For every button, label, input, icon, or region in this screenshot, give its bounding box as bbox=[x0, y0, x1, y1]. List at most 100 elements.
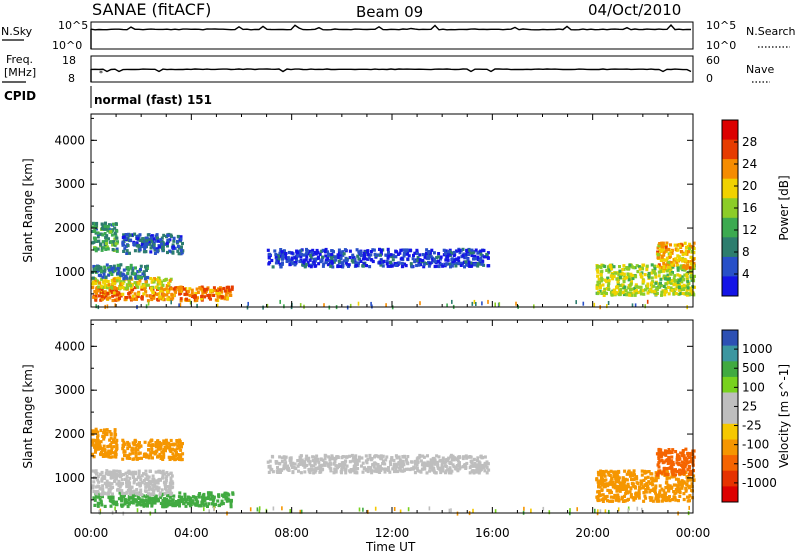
data-cell bbox=[96, 447, 100, 451]
data-cell bbox=[186, 495, 190, 499]
data-cell bbox=[307, 467, 311, 472]
data-cell bbox=[323, 463, 327, 467]
x-tick-label: 12:00 bbox=[375, 526, 410, 540]
data-cell bbox=[617, 273, 621, 277]
data-cell bbox=[177, 495, 181, 499]
data-cell bbox=[186, 290, 190, 294]
data-cell bbox=[478, 258, 482, 263]
data-cell bbox=[198, 286, 202, 290]
data-cell bbox=[137, 481, 141, 485]
data-cell bbox=[400, 256, 404, 260]
data-cell bbox=[166, 297, 170, 302]
data-cell bbox=[658, 459, 662, 463]
data-cell bbox=[369, 466, 373, 470]
data-cell bbox=[97, 285, 101, 289]
data-cell bbox=[104, 471, 108, 475]
data-cell bbox=[270, 258, 274, 263]
data-cell bbox=[323, 249, 327, 253]
data-cell bbox=[602, 470, 606, 474]
data-cell bbox=[618, 276, 622, 280]
data-cell bbox=[602, 293, 606, 297]
data-cell bbox=[476, 251, 480, 255]
data-cell bbox=[94, 485, 98, 489]
data-cell bbox=[428, 262, 432, 266]
data-cell bbox=[422, 455, 426, 459]
data-cell bbox=[621, 499, 625, 503]
data-cell bbox=[298, 259, 302, 264]
data-cell bbox=[146, 504, 149, 508]
data-cell bbox=[280, 262, 284, 266]
data-cell bbox=[637, 485, 641, 489]
data-cell bbox=[433, 462, 437, 466]
data-cell bbox=[661, 498, 665, 502]
data-cell bbox=[610, 481, 614, 485]
data-cell bbox=[179, 297, 183, 301]
data-cell bbox=[170, 293, 174, 297]
data-cell bbox=[641, 267, 645, 271]
data-cell bbox=[116, 240, 119, 244]
data-cell bbox=[654, 275, 658, 279]
data-cell bbox=[658, 266, 662, 270]
data-cell bbox=[162, 439, 166, 443]
data-cell bbox=[351, 253, 355, 257]
data-cell bbox=[344, 468, 348, 472]
data-cell bbox=[363, 257, 367, 261]
data-cell bbox=[481, 456, 485, 460]
data-cell bbox=[156, 455, 159, 459]
data-cell bbox=[187, 298, 191, 302]
data-cell bbox=[103, 432, 107, 437]
data-cell bbox=[682, 278, 686, 282]
data-cell bbox=[452, 250, 456, 255]
data-cell bbox=[421, 462, 425, 466]
data-cell bbox=[685, 475, 689, 479]
data-cell bbox=[486, 264, 490, 268]
data-cell bbox=[657, 244, 661, 248]
data-cell bbox=[126, 470, 130, 474]
data-cell bbox=[682, 456, 686, 460]
data-cell bbox=[145, 474, 149, 478]
data-cell bbox=[188, 293, 192, 297]
data-speck bbox=[281, 506, 283, 511]
data-cell bbox=[688, 465, 692, 469]
data-cell bbox=[100, 503, 104, 507]
data-cell bbox=[636, 494, 640, 498]
data-cell bbox=[677, 479, 681, 483]
data-cell bbox=[95, 221, 99, 226]
data-cell bbox=[101, 489, 105, 494]
data-cell bbox=[101, 233, 105, 237]
data-cell bbox=[91, 221, 95, 225]
data-cell bbox=[652, 270, 656, 274]
data-cell bbox=[130, 448, 134, 452]
data-cell bbox=[142, 270, 146, 274]
data-cell bbox=[670, 263, 674, 267]
data-cell bbox=[636, 270, 640, 274]
data-cell bbox=[602, 472, 606, 476]
data-cell bbox=[323, 457, 327, 461]
data-speck bbox=[472, 508, 474, 513]
data-cell bbox=[374, 454, 378, 458]
data-cell bbox=[686, 283, 690, 287]
data-cell bbox=[361, 470, 365, 474]
y-tick-label: 1000 bbox=[54, 265, 85, 279]
colorbar-tick-label: -25 bbox=[742, 419, 762, 433]
data-cell bbox=[354, 457, 358, 461]
data-cell bbox=[159, 442, 163, 447]
data-cell bbox=[111, 492, 114, 496]
data-cell bbox=[305, 454, 309, 458]
data-cell bbox=[287, 466, 291, 470]
data-cell bbox=[203, 295, 207, 299]
data-cell bbox=[304, 258, 308, 262]
data-cell bbox=[155, 249, 159, 253]
data-cell bbox=[641, 288, 645, 293]
data-cell bbox=[678, 490, 682, 495]
data-cell bbox=[680, 275, 684, 279]
data-cell bbox=[156, 439, 160, 443]
data-cell bbox=[385, 468, 388, 472]
data-cell bbox=[369, 250, 373, 254]
data-cell bbox=[124, 471, 128, 475]
nsky-line bbox=[90, 23, 692, 49]
data-cell bbox=[162, 233, 166, 237]
data-cell bbox=[660, 495, 664, 499]
data-cell bbox=[211, 502, 214, 506]
data-cell bbox=[650, 496, 654, 500]
